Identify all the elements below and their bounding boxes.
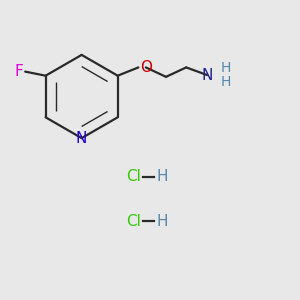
Text: N: N xyxy=(76,130,87,146)
Text: H: H xyxy=(220,76,231,89)
Text: F: F xyxy=(15,64,24,79)
Text: H: H xyxy=(220,61,231,75)
Text: Cl: Cl xyxy=(126,169,141,184)
Text: O: O xyxy=(140,60,152,75)
Text: H: H xyxy=(157,169,168,184)
Text: Cl: Cl xyxy=(126,214,141,229)
Text: N: N xyxy=(202,68,213,82)
Text: H: H xyxy=(157,214,168,229)
